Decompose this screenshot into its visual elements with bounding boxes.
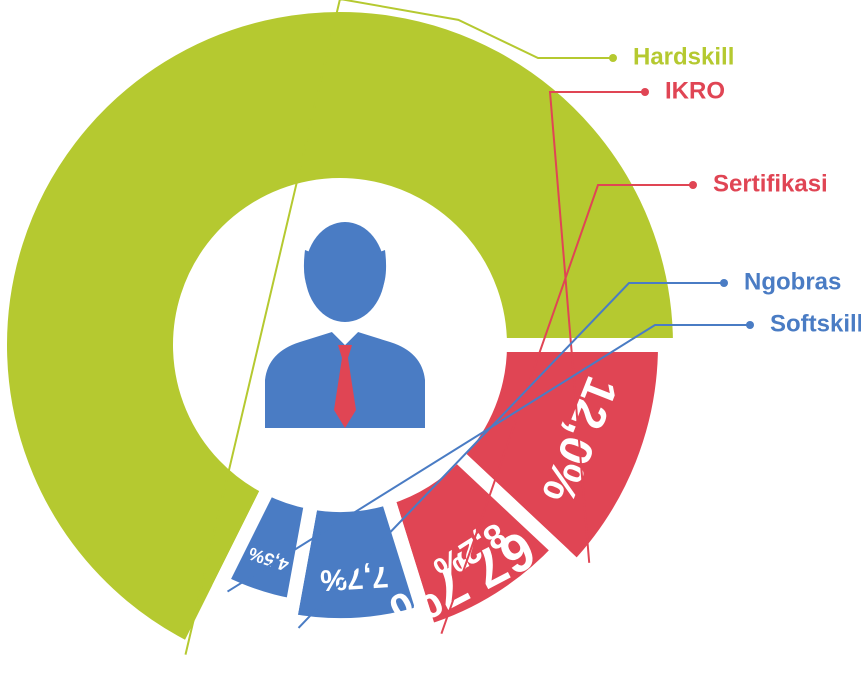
leader-line: [548, 91, 645, 563]
legend-dot: [746, 321, 754, 329]
value-label: 7,7%: [319, 560, 389, 597]
person-icon: [265, 222, 425, 428]
segment: [446, 338, 673, 578]
legend-dot: [641, 88, 649, 96]
legend-dot: [720, 279, 728, 287]
leader-line: [297, 282, 724, 629]
legend-label: Softskill: [770, 310, 861, 337]
legend-label: IKRO: [665, 77, 725, 104]
legend-label: Hardskill: [633, 43, 734, 70]
leader-line: [184, 0, 613, 655]
leader-line: [440, 184, 693, 635]
legend-label: Ngobras: [744, 268, 841, 295]
leader-line: [226, 324, 750, 593]
segment: [212, 478, 320, 614]
legend-dot: [689, 181, 697, 189]
legend-dot: [609, 54, 617, 62]
segments: [0, 0, 688, 659]
segment: [0, 0, 688, 659]
legend-label: Sertifikasi: [713, 170, 828, 197]
